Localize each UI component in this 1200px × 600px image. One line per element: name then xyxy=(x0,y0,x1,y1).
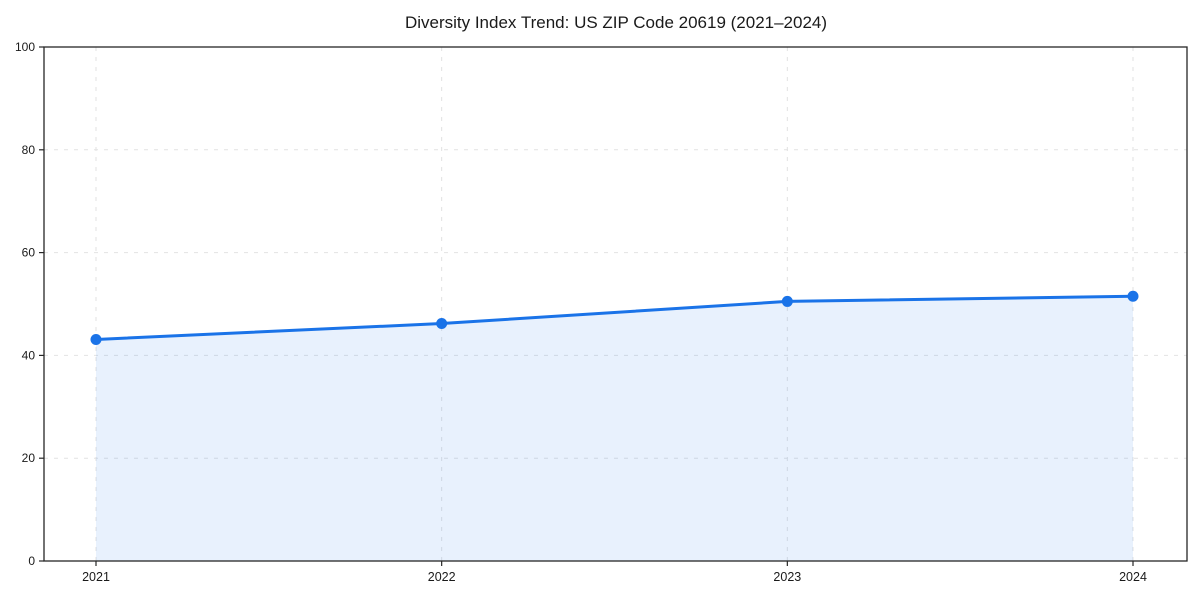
data-point xyxy=(1127,290,1139,302)
x-tick-label: 2023 xyxy=(773,570,801,584)
y-tick-label: 100 xyxy=(15,40,35,54)
area-fill xyxy=(96,296,1133,561)
y-tick-label: 80 xyxy=(22,143,36,157)
trend-line xyxy=(94,294,1135,341)
y-tick-label: 40 xyxy=(22,348,36,362)
y-tick-label: 0 xyxy=(28,554,35,568)
x-tick-label: 2022 xyxy=(428,570,456,584)
axes-frame xyxy=(43,46,1188,562)
y-tick-label: 20 xyxy=(22,451,36,465)
x-tick-label: 2024 xyxy=(1119,570,1147,584)
y-tick-label: 60 xyxy=(22,246,36,260)
data-point xyxy=(436,318,448,330)
chart-title: Diversity Index Trend: US ZIP Code 20619… xyxy=(404,13,828,32)
data-point xyxy=(781,295,793,307)
data-point xyxy=(90,333,102,345)
x-tick-label: 2021 xyxy=(82,570,110,584)
